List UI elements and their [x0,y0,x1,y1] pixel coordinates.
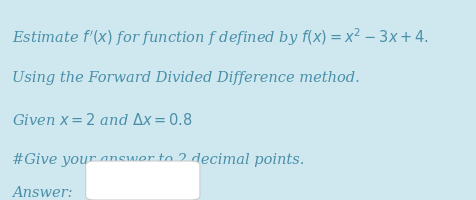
FancyBboxPatch shape [86,161,200,200]
Text: Estimate $f'(x)$ for function f defined by $f(x) = x^2 - 3x + 4.$: Estimate $f'(x)$ for function f defined … [12,26,429,48]
Text: #Give your answer to 2 decimal points.: #Give your answer to 2 decimal points. [12,153,304,167]
Text: Given $x = 2$ and $\Delta x = 0.8$: Given $x = 2$ and $\Delta x = 0.8$ [12,112,192,128]
Text: Using the Forward Divided Difference method.: Using the Forward Divided Difference met… [12,71,360,85]
Text: Answer:: Answer: [12,186,72,200]
